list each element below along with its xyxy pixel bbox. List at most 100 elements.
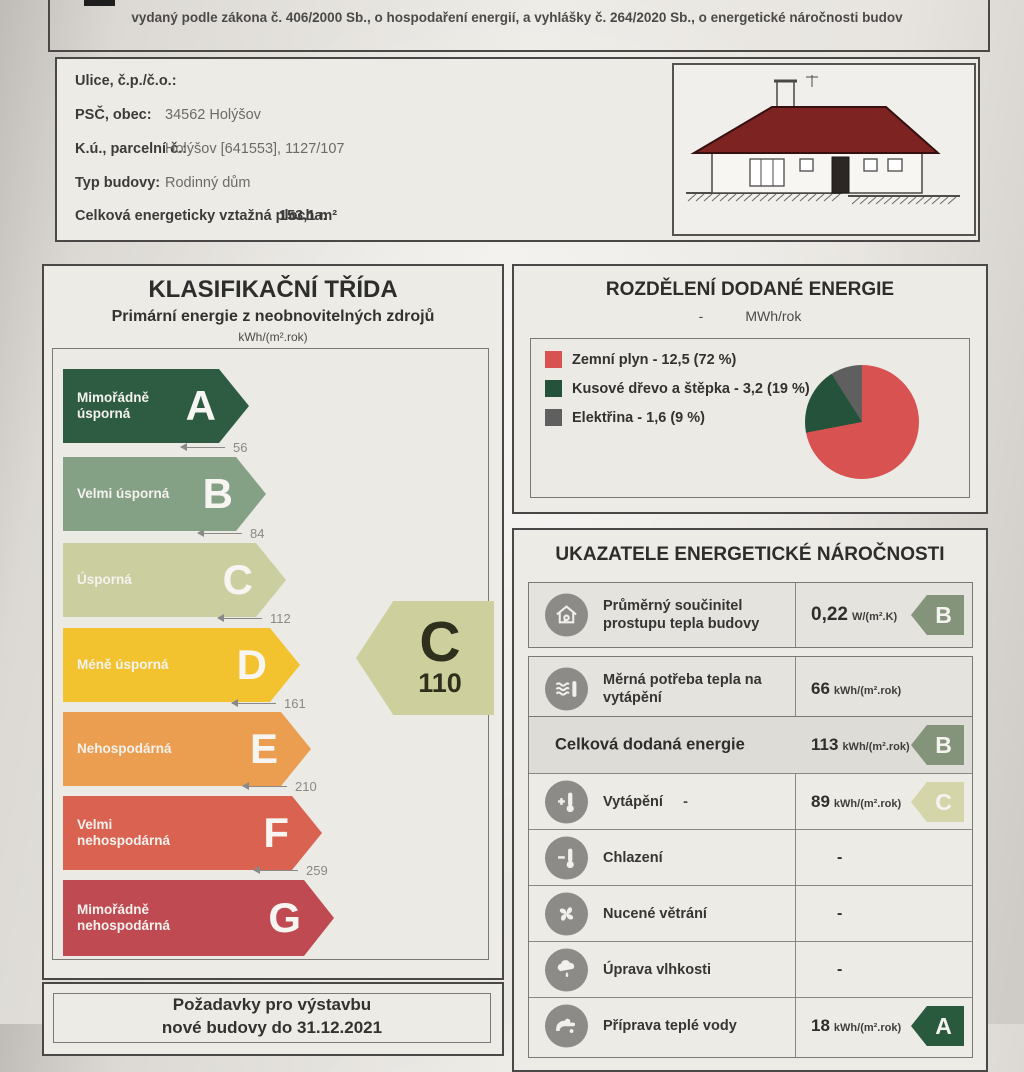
column-divider	[795, 657, 796, 721]
field-label-parcel: K.ú., parcelní č.:	[75, 141, 187, 157]
threshold-210: 210	[242, 779, 317, 794]
indicator-value: 0,22 W/(m².K)	[811, 604, 898, 625]
field-value-area: 153,1 m²	[279, 208, 338, 224]
thermometer-minus-icon	[545, 836, 588, 880]
humidity-icon	[545, 948, 588, 992]
energy-split-dash: -	[698, 308, 704, 324]
house-drawing	[686, 75, 960, 205]
energy-class-f-letter: F	[263, 809, 289, 856]
field-label-street: Ulice, č.p./č.o.:	[75, 73, 177, 89]
indicator-badge-b: B	[911, 595, 964, 635]
indicator-value: 113 kWh/(m².rok)	[811, 735, 910, 754]
energy-class-e-letter: E	[249, 725, 278, 772]
indicator-label: Chlazení	[603, 849, 663, 866]
energy-class-c-arrow: Úsporná C	[63, 543, 286, 617]
energy-class-a-label: Mimořádně úsporná	[77, 389, 150, 421]
field-value-type: Rodinný dům	[165, 175, 251, 191]
energy-class-g-letter: G	[268, 894, 301, 941]
legend-label-electricity: Elektřina - 1,6 (9 %)	[572, 409, 705, 426]
legend-swatch-wood	[545, 380, 562, 397]
energy-split-unit: MWh/rok	[745, 308, 802, 324]
building-rating-value: 110	[418, 668, 462, 699]
column-divider	[795, 583, 796, 647]
energy-class-b-arrow: Velmi úsporná B	[63, 457, 266, 531]
tap-icon	[545, 1004, 588, 1048]
energy-class-g-arrow: Mimořádně nehospodárná G	[63, 880, 334, 956]
indicator-table: Celková dodaná energie 113 kWh/(m².rok) B…	[528, 716, 973, 1058]
energy-class-d-arrow: Méně úsporná D	[63, 628, 300, 702]
energy-split-panel: ROZDĚLENÍ DODANÉ ENERGIE - MWh/rok Zemní…	[512, 264, 988, 514]
energy-split-title: ROZDĚLENÍ DODANÉ ENERGIE	[605, 279, 895, 300]
indicator-row-total-energy: Celková dodaná energie 113 kWh/(m².rok) B	[529, 717, 972, 773]
threshold-84: 84	[197, 526, 264, 541]
energy-class-g-label: Mimořádně nehospodárná	[77, 901, 171, 933]
legend-item-electricity: Elektřina - 1,6 (9 %)	[545, 409, 705, 426]
indicators-panel: UKAZATELE ENERGETICKÉ NÁROČNOSTI Průměrn…	[512, 528, 988, 1072]
legend-item-wood: Kusové dřevo a štěpka - 3,2 (19 %)	[545, 380, 810, 397]
indicator-label: Úprava vlhkosti	[603, 961, 711, 978]
energy-class-b-letter: B	[202, 470, 233, 517]
indicator-value: -	[837, 849, 843, 866]
building-rating-arrow: C 110	[356, 601, 494, 715]
energy-split-unit-row: - MWh/rok	[514, 308, 986, 324]
legend-swatch-electricity	[545, 409, 562, 426]
indicator-label: Příprava teplé vody	[603, 1017, 737, 1034]
certificate-header-box	[48, 0, 990, 52]
indicator-row-hot-water: Příprava teplé vody 18 kWh/(m².rok) A	[529, 997, 972, 1054]
indicator-label: Měrná potřeba tepla na vytápění	[603, 671, 762, 706]
building-rating-letter: C	[419, 609, 461, 674]
field-label-area: Celková energeticky vztažná plocha:	[75, 208, 328, 224]
energy-class-c-label: Úsporná	[77, 571, 132, 587]
indicator-value: 66 kWh/(m².rok)	[811, 679, 902, 698]
energy-class-a-letter: A	[185, 382, 216, 429]
indicator-row-ventilation: Nucené větrání -	[529, 885, 972, 942]
threshold-259: 259	[253, 863, 328, 878]
indicator-badge-b: B	[911, 725, 964, 765]
energy-class-e-arrow: Nehospodárná E	[63, 712, 311, 786]
field-label-city: PSČ, obec:	[75, 107, 152, 123]
thermometer-plus-icon	[545, 780, 588, 824]
indicator-badge-a: A	[911, 1006, 964, 1046]
energy-class-a-arrow: Mimořádně úsporná A	[63, 369, 249, 443]
column-divider	[795, 717, 796, 1057]
building-info-box: Ulice, č.p./č.o.: PSČ, obec: 34562 Holýš…	[55, 57, 980, 242]
building-drawing-box	[672, 63, 976, 236]
indicator-row-heat-transfer: Průměrný součinitel prostupu tepla budov…	[528, 582, 973, 648]
classification-subtitle: Primární energie z neobnovitelných zdroj…	[111, 308, 435, 325]
indicator-label: Průměrný součinitel prostupu tepla budov…	[603, 597, 760, 632]
house-icon	[545, 593, 588, 637]
energy-split-chart-box: Zemní plyn - 12,5 (72 %) Kusové dřevo a …	[530, 338, 970, 498]
energy-class-f-arrow: Velmi nehospodárná F	[63, 796, 322, 870]
energy-class-b-label: Velmi úsporná	[77, 485, 170, 501]
energy-class-f-label: Velmi nehospodárná	[77, 816, 171, 848]
requirements-inner-box: Požadavky pro výstavbu nové budovy do 31…	[53, 993, 491, 1043]
field-value-parcel: Holýšov [641553], 1127/107	[165, 141, 345, 157]
indicator-label: Celková dodaná energie	[555, 735, 745, 754]
legend-label-gas: Zemní plyn - 12,5 (72 %)	[572, 351, 737, 368]
indicator-row-humidity: Úprava vlhkosti -	[529, 941, 972, 998]
indicator-value: 18 kWh/(m².rok)	[811, 1016, 902, 1035]
legend-swatch-gas	[545, 351, 562, 368]
indicator-row-heating: Vytápění - 89 kWh/(m².rok) C	[529, 773, 972, 830]
classification-title: KLASIFIKAČNÍ TŘÍDA	[148, 276, 398, 303]
indicator-value: -	[837, 961, 843, 978]
radiator-icon	[545, 667, 588, 711]
threshold-56: 56	[180, 440, 247, 455]
indicator-row-heat-demand: Měrná potřeba tepla na vytápění 66 kWh/(m…	[528, 656, 973, 722]
fan-icon	[545, 892, 588, 936]
indicator-row-cooling: Chlazení -	[529, 829, 972, 886]
energy-class-d-label: Méně úsporná	[77, 656, 169, 672]
scan-artifact	[84, 0, 115, 6]
energy-class-c-letter: C	[222, 556, 253, 603]
indicator-value: 89 kWh/(m².rok)	[811, 792, 902, 811]
requirements-box: Požadavky pro výstavbu nové budovy do 31…	[42, 982, 504, 1056]
legend-label-wood: Kusové dřevo a štěpka - 3,2 (19 %)	[572, 380, 810, 397]
classification-unit: kWh/(m².rok)	[238, 330, 308, 344]
energy-class-e-label: Nehospodárná	[77, 740, 172, 756]
field-value-city: 34562 Holýšov	[165, 107, 261, 123]
requirements-line2: nové budovy do 31.12.2021	[161, 1017, 383, 1037]
indicator-value: -	[837, 905, 843, 922]
requirements-line1: Požadavky pro výstavbu	[172, 995, 372, 1014]
legal-note: vydaný podle zákona č. 406/2000 Sb., o h…	[131, 10, 903, 25]
classification-panel: KLASIFIKAČNÍ TŘÍDA Primární energie z ne…	[42, 264, 504, 980]
